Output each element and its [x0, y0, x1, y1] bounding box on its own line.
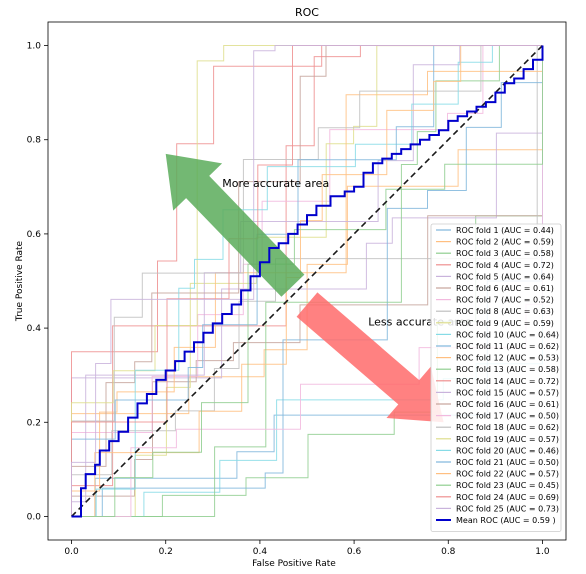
fold-curve — [71, 45, 543, 517]
legend-entry: ROC fold 23 (AUC = 0.45) — [456, 481, 559, 490]
legend: ROC fold 1 (AUC = 0.44) ROC fold 2 (AUC =… — [430, 223, 562, 533]
less-accurate-arrow — [296, 292, 444, 423]
legend-entry: ROC fold 9 (AUC = 0.59) — [456, 319, 554, 328]
legend-entry: ROC fold 12 (AUC = 0.53) — [456, 354, 559, 363]
fold-curve — [71, 45, 543, 517]
legend-entry: ROC fold 10 (AUC = 0.64) — [456, 330, 559, 339]
legend-entry: ROC fold 1 (AUC = 0.44) — [456, 226, 554, 235]
y-axis-ticks: 0.0 0.2 0.4 0.6 0.8 1.0 — [27, 42, 48, 522]
chart-title: ROC — [295, 6, 319, 19]
legend-entry: ROC fold 21 (AUC = 0.50) — [456, 458, 559, 467]
plot-frame — [47, 21, 567, 541]
diagonal-chance-line — [70, 44, 544, 518]
legend-box — [430, 223, 562, 533]
y-tick-label: 0.4 — [27, 324, 42, 334]
annotation-more-accurate: More accurate area — [222, 177, 329, 190]
legend-entry: Mean ROC (AUC = 0.59 ) — [456, 516, 556, 525]
legend-entry: ROC fold 22 (AUC = 0.57) — [456, 470, 559, 479]
legend-entry: ROC fold 13 (AUC = 0.58) — [456, 365, 559, 374]
x-tick-label: 0.6 — [347, 547, 362, 557]
legend-entry: ROC fold 19 (AUC = 0.57) — [456, 435, 559, 444]
fold-curve — [71, 45, 543, 517]
legend-entry: ROC fold 14 (AUC = 0.72) — [456, 377, 559, 386]
legend-entry: ROC fold 4 (AUC = 0.72) — [456, 261, 554, 270]
x-tick-label: 0.0 — [64, 547, 79, 557]
x-tick-label: 0.8 — [441, 547, 456, 557]
y-tick-label: 0.2 — [27, 418, 41, 428]
more-accurate-arrow — [165, 153, 305, 297]
legend-entry: ROC fold 3 (AUC = 0.58) — [456, 249, 554, 258]
y-tick-label: 0.0 — [27, 512, 42, 522]
legend-entry: ROC fold 6 (AUC = 0.61) — [456, 284, 554, 293]
legend-entry: ROC fold 8 (AUC = 0.63) — [456, 307, 554, 316]
x-tick-label: 0.4 — [253, 547, 268, 557]
y-axis-label: True Positive Rate — [15, 240, 25, 322]
mean-roc-line — [71, 45, 544, 518]
y-tick-label: 0.8 — [27, 136, 42, 146]
legend-entry: ROC fold 17 (AUC = 0.50) — [456, 412, 559, 421]
legend-entry: ROC fold 5 (AUC = 0.64) — [456, 272, 554, 281]
y-tick-label: 0.6 — [27, 230, 42, 240]
legend-entry: ROC fold 24 (AUC = 0.69) — [456, 493, 559, 502]
x-tick-label: 0.2 — [159, 547, 173, 557]
annotation-arrows — [165, 153, 444, 423]
y-tick-label: 1.0 — [27, 42, 42, 52]
x-axis-ticks: 0.0 0.2 0.4 0.6 0.8 1.0 — [64, 540, 550, 557]
x-tick-label: 1.0 — [535, 547, 550, 557]
legend-entry: ROC fold 7 (AUC = 0.52) — [456, 296, 554, 305]
legend-entry: ROC fold 20 (AUC = 0.46) — [456, 446, 559, 455]
x-axis-label: False Positive Rate — [252, 559, 336, 569]
legend-entry: ROC fold 2 (AUC = 0.59) — [456, 238, 554, 247]
legend-entry: ROC fold 16 (AUC = 0.61) — [456, 400, 559, 409]
legend-entry: ROC fold 11 (AUC = 0.62) — [456, 342, 559, 351]
legend-entry: ROC fold 15 (AUC = 0.57) — [456, 388, 559, 397]
legend-entry: ROC fold 18 (AUC = 0.62) — [456, 423, 559, 432]
fold-curve — [71, 45, 543, 517]
legend-entry: ROC fold 25 (AUC = 0.73) — [456, 504, 559, 513]
